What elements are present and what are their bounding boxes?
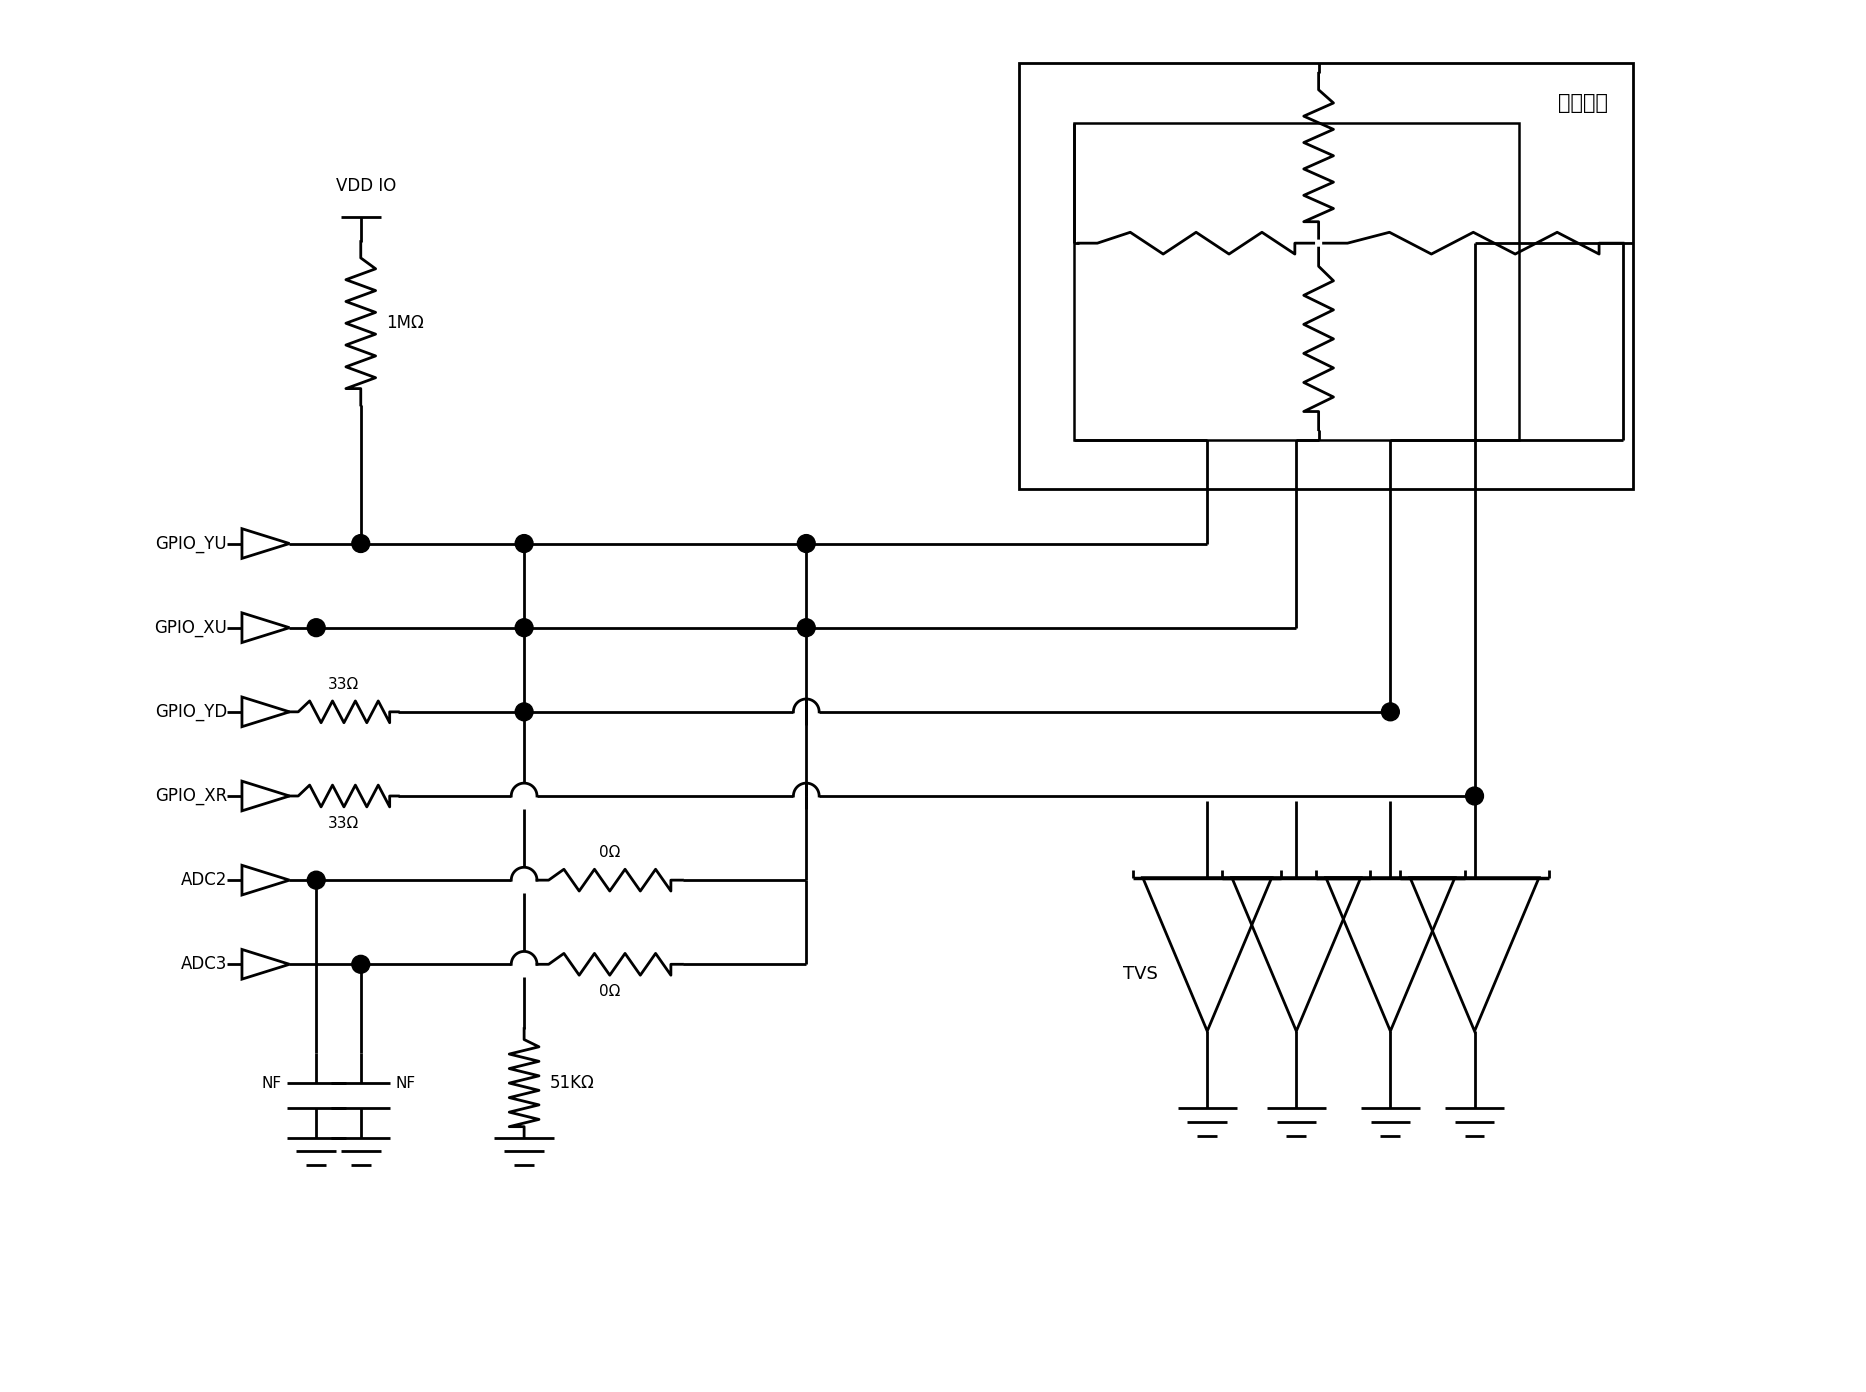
Text: 0Ω: 0Ω <box>599 984 621 999</box>
Text: NF: NF <box>261 1076 282 1090</box>
Circle shape <box>308 871 325 889</box>
Circle shape <box>1465 786 1483 805</box>
Text: GPIO_YD: GPIO_YD <box>155 703 228 721</box>
Text: 33Ω: 33Ω <box>328 677 360 692</box>
Text: 0Ω: 0Ω <box>599 845 621 860</box>
Text: GPIO_YU: GPIO_YU <box>155 535 228 553</box>
Circle shape <box>797 619 815 636</box>
Text: GPIO_XR: GPIO_XR <box>155 786 228 805</box>
Circle shape <box>353 535 369 553</box>
Text: GPIO_XU: GPIO_XU <box>155 618 228 636</box>
Circle shape <box>515 535 534 553</box>
Circle shape <box>308 619 325 636</box>
Text: VDD IO: VDD IO <box>336 177 396 195</box>
Text: ADC3: ADC3 <box>181 955 228 973</box>
Text: 51KΩ: 51KΩ <box>550 1075 595 1093</box>
Text: ADC2: ADC2 <box>181 871 228 889</box>
Circle shape <box>1381 703 1400 721</box>
Text: 33Ω: 33Ω <box>328 816 360 831</box>
Text: 触摸面板: 触摸面板 <box>1558 93 1608 113</box>
Circle shape <box>515 703 534 721</box>
Circle shape <box>797 535 815 553</box>
Text: 1MΩ: 1MΩ <box>386 315 424 333</box>
Text: TVS: TVS <box>1123 965 1157 983</box>
Circle shape <box>353 955 369 973</box>
Circle shape <box>515 619 534 636</box>
Text: NF: NF <box>396 1076 416 1090</box>
